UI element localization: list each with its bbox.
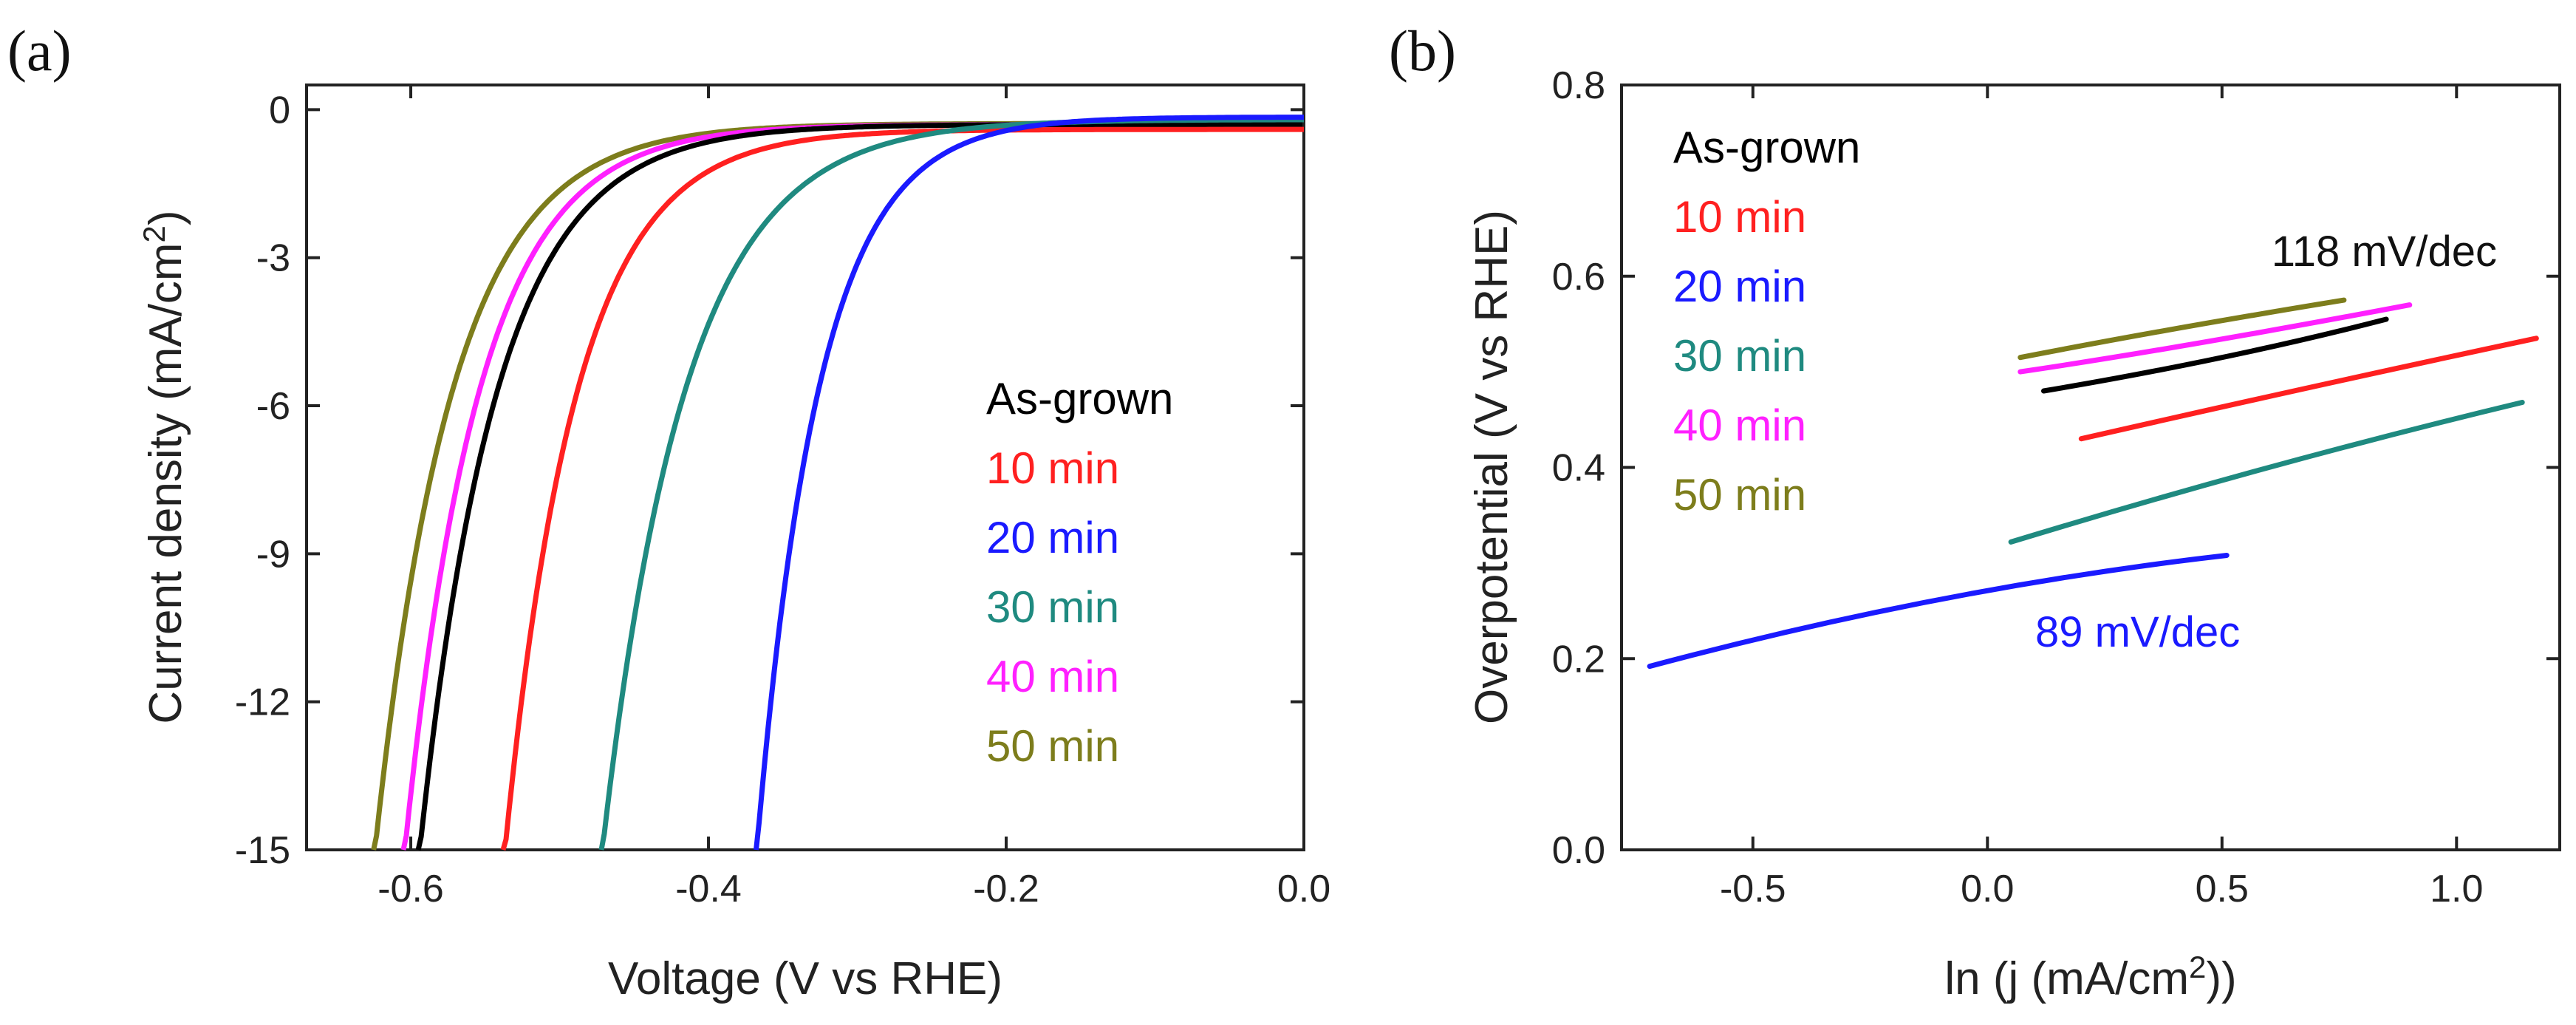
plot-b-xtick-label: 1.0 <box>2430 868 2483 910</box>
curve-a-30-min <box>598 117 1304 851</box>
plot-a-ytick-label: -3 <box>256 237 290 280</box>
plot-a-ylabel-end: ) <box>140 210 191 225</box>
plot-a-xtick-label: -0.4 <box>675 868 742 910</box>
plot-a-legend-item: 10 min <box>986 443 1119 493</box>
plot-a-legend-item: 40 min <box>986 652 1119 701</box>
plot-a-legend-item: As-grown <box>986 374 1173 423</box>
plot-a-legend-item: 30 min <box>986 582 1119 632</box>
plot-b-xtick-label: 0.5 <box>2196 868 2249 910</box>
plot-b-ytick-label: 0.4 <box>1552 447 1605 490</box>
curve-a-20-min <box>754 115 1304 851</box>
plot-b-xlabel-sup: 2 <box>2189 950 2206 984</box>
plot-a-ytick-label: -12 <box>235 681 290 724</box>
plot-a-legend-item: 20 min <box>986 513 1119 562</box>
panel-b: (b) -0.5 0.0 0.5 1.0 0.0 0.2 0.4 0.6 0.8 ln (j (… <box>1389 18 2561 1004</box>
plot-b-ticks: -0.5 0.0 0.5 1.0 0.0 0.2 0.4 0.6 0.8 <box>1552 64 2560 910</box>
plot-b-xtick-label: 0.0 <box>1961 868 2014 910</box>
curve-b-10-min <box>2078 336 2539 442</box>
plot-a-ylabel-main: Current density (mA/cm <box>140 242 191 723</box>
plot-b-legend-item: 30 min <box>1673 331 1806 381</box>
plot-a-frame <box>305 84 1305 851</box>
plot-a-ylabel: Current density (mA/cm2) <box>137 210 191 723</box>
panel-a: (a) -0.6 -0.4 -0.2 0.0 0 -3 -6 -9 -12 -15 Voltage… <box>7 18 1330 1004</box>
plot-b-ytick-label: 0.0 <box>1552 829 1605 872</box>
plot-b-xlabel-end: )) <box>2206 953 2236 1004</box>
plot-a-ticks: -0.6 -0.4 -0.2 0.0 0 -3 -6 -9 -12 -15 <box>235 85 1330 910</box>
curve-a-as-grown <box>415 121 1302 851</box>
plot-a-ytick-label: -15 <box>235 829 290 872</box>
annotation-118: 118 mV/dec <box>2272 228 2497 276</box>
plot-b-xlabel: ln (j (mA/cm2)) <box>1944 950 2236 1004</box>
plot-b-ylabel: Overpotential (V vs RHE) <box>1466 210 1517 724</box>
annotation-89: 89 mV/dec <box>2035 608 2240 656</box>
plot-a-ytick-label: -9 <box>256 533 290 576</box>
plot-a-curves <box>371 115 1304 851</box>
plot-b-legend: As-grown 10 min 20 min 30 min 40 min 50 min <box>1673 123 1860 520</box>
panel-a-label: (a) <box>7 18 72 83</box>
plot-a-legend-item: 50 min <box>986 721 1119 771</box>
plot-a-ytick-label: -6 <box>256 385 290 428</box>
plot-b-xtick-label: -0.5 <box>1720 868 1786 910</box>
plot-a-xtick-label: -0.6 <box>377 868 444 910</box>
curve-b-20-min <box>1647 553 2230 670</box>
plot-a-ylabel-sup: 2 <box>137 225 171 242</box>
curve-a-50-min <box>371 120 1302 851</box>
plot-a-xlabel: Voltage (V vs RHE) <box>608 953 1002 1004</box>
plot-b-ytick-label: 0.6 <box>1552 256 1605 299</box>
plot-b-ytick-label: 0.8 <box>1552 64 1605 107</box>
plot-b-legend-item: 10 min <box>1673 192 1806 242</box>
curve-b-30-min <box>2008 400 2525 545</box>
curve-b-as-grown <box>2041 316 2389 394</box>
plot-b-xlabel-main: ln (j (mA/cm <box>1944 953 2189 1004</box>
panel-b-label: (b) <box>1389 18 1456 83</box>
plot-a-xtick-label: 0.0 <box>1277 868 1330 910</box>
plot-b-legend-item: 40 min <box>1673 401 1806 450</box>
curve-a-10-min <box>500 126 1304 851</box>
plot-a-xtick-label: -0.2 <box>973 868 1039 910</box>
curve-b-40-min <box>2018 302 2413 375</box>
plot-b-legend-item: 20 min <box>1673 262 1806 311</box>
plot-a-legend: As-grown 10 min 20 min 30 min 40 min 50 min <box>986 374 1173 771</box>
curve-a-40-min <box>400 121 1302 851</box>
plot-b-legend-item: 50 min <box>1673 470 1806 520</box>
plot-b-ytick-label: 0.2 <box>1552 638 1605 681</box>
plot-a-ytick-label: 0 <box>269 89 290 132</box>
plot-b-legend-item: As-grown <box>1673 123 1860 172</box>
plot-b-curves <box>1647 297 2539 670</box>
curve-b-50-min <box>2018 297 2347 361</box>
